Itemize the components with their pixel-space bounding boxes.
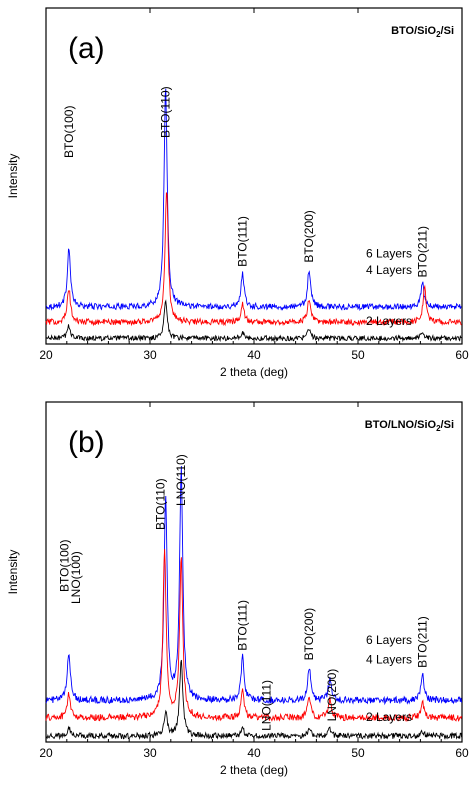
panel-label: (a): [68, 32, 105, 65]
peak-label: BTO(211): [415, 616, 429, 668]
series-label: 6 Layers: [366, 246, 412, 260]
x-tick-label: 60: [455, 348, 469, 362]
sample-label: BTO/LNO/SiO2/Si: [365, 419, 454, 433]
y-axis-label: Intensity: [6, 550, 20, 595]
panel-b: 20 30 40 50 60 2 theta (deg) Intensity (b) BTO/L…: [6, 401, 469, 777]
x-tick-label: 40: [247, 348, 261, 362]
series-line-2-layers: [45, 659, 463, 741]
sample-label: BTO/SiO2/Si: [391, 25, 454, 39]
peak-label: BTO(111): [236, 600, 250, 651]
peak-label: BTO(111): [236, 216, 250, 267]
series-line-6-layers: [45, 465, 463, 706]
plot-frame: [45, 401, 463, 743]
plot-frame: [45, 7, 463, 345]
x-tick-label: 30: [143, 348, 157, 362]
series-line-4-layers: [45, 548, 463, 723]
x-axis-label: 2 theta (deg): [220, 763, 288, 777]
x-tick-label: 30: [143, 746, 157, 760]
panel-a: 20 30 40 50 60 2 theta (deg) Intensity (a) BTO/S…: [6, 7, 469, 379]
series-label: 2 Layers: [366, 710, 412, 724]
peak-label: BTO(100): [58, 540, 72, 592]
peak-label: BTO(110): [159, 86, 173, 138]
series-label: 6 Layers: [366, 633, 412, 647]
peak-label: BTO(200): [302, 608, 316, 660]
peak-label: LNO(100): [69, 551, 83, 604]
peak-label: LNO(111): [259, 680, 273, 731]
peak-label: LNO(110): [174, 454, 188, 506]
series-line-4-layers: [45, 192, 462, 327]
peak-label: BTO(211): [415, 226, 429, 278]
x-tick-label: 20: [39, 746, 53, 760]
x-tick-label: 50: [351, 746, 365, 760]
peak-label: LNO(200): [325, 669, 339, 722]
x-tick-label: 50: [351, 348, 365, 362]
panel-label: (b): [68, 426, 105, 459]
series-label: 2 Layers: [366, 314, 412, 328]
series-label: 4 Layers: [366, 652, 412, 666]
peak-label: BTO(200): [302, 210, 316, 262]
series-line-6-layers: [45, 88, 462, 312]
series-line-2-layers: [45, 299, 462, 343]
x-axis-label: 2 theta (deg): [220, 365, 288, 379]
peak-label: BTO(100): [62, 106, 76, 158]
x-tick-label: 40: [247, 746, 261, 760]
x-tick-label: 20: [39, 348, 53, 362]
peak-label: BTO(110): [153, 478, 167, 530]
y-axis-label: Intensity: [6, 154, 20, 199]
x-tick-label: 60: [455, 746, 469, 760]
series-label: 4 Layers: [366, 263, 412, 277]
